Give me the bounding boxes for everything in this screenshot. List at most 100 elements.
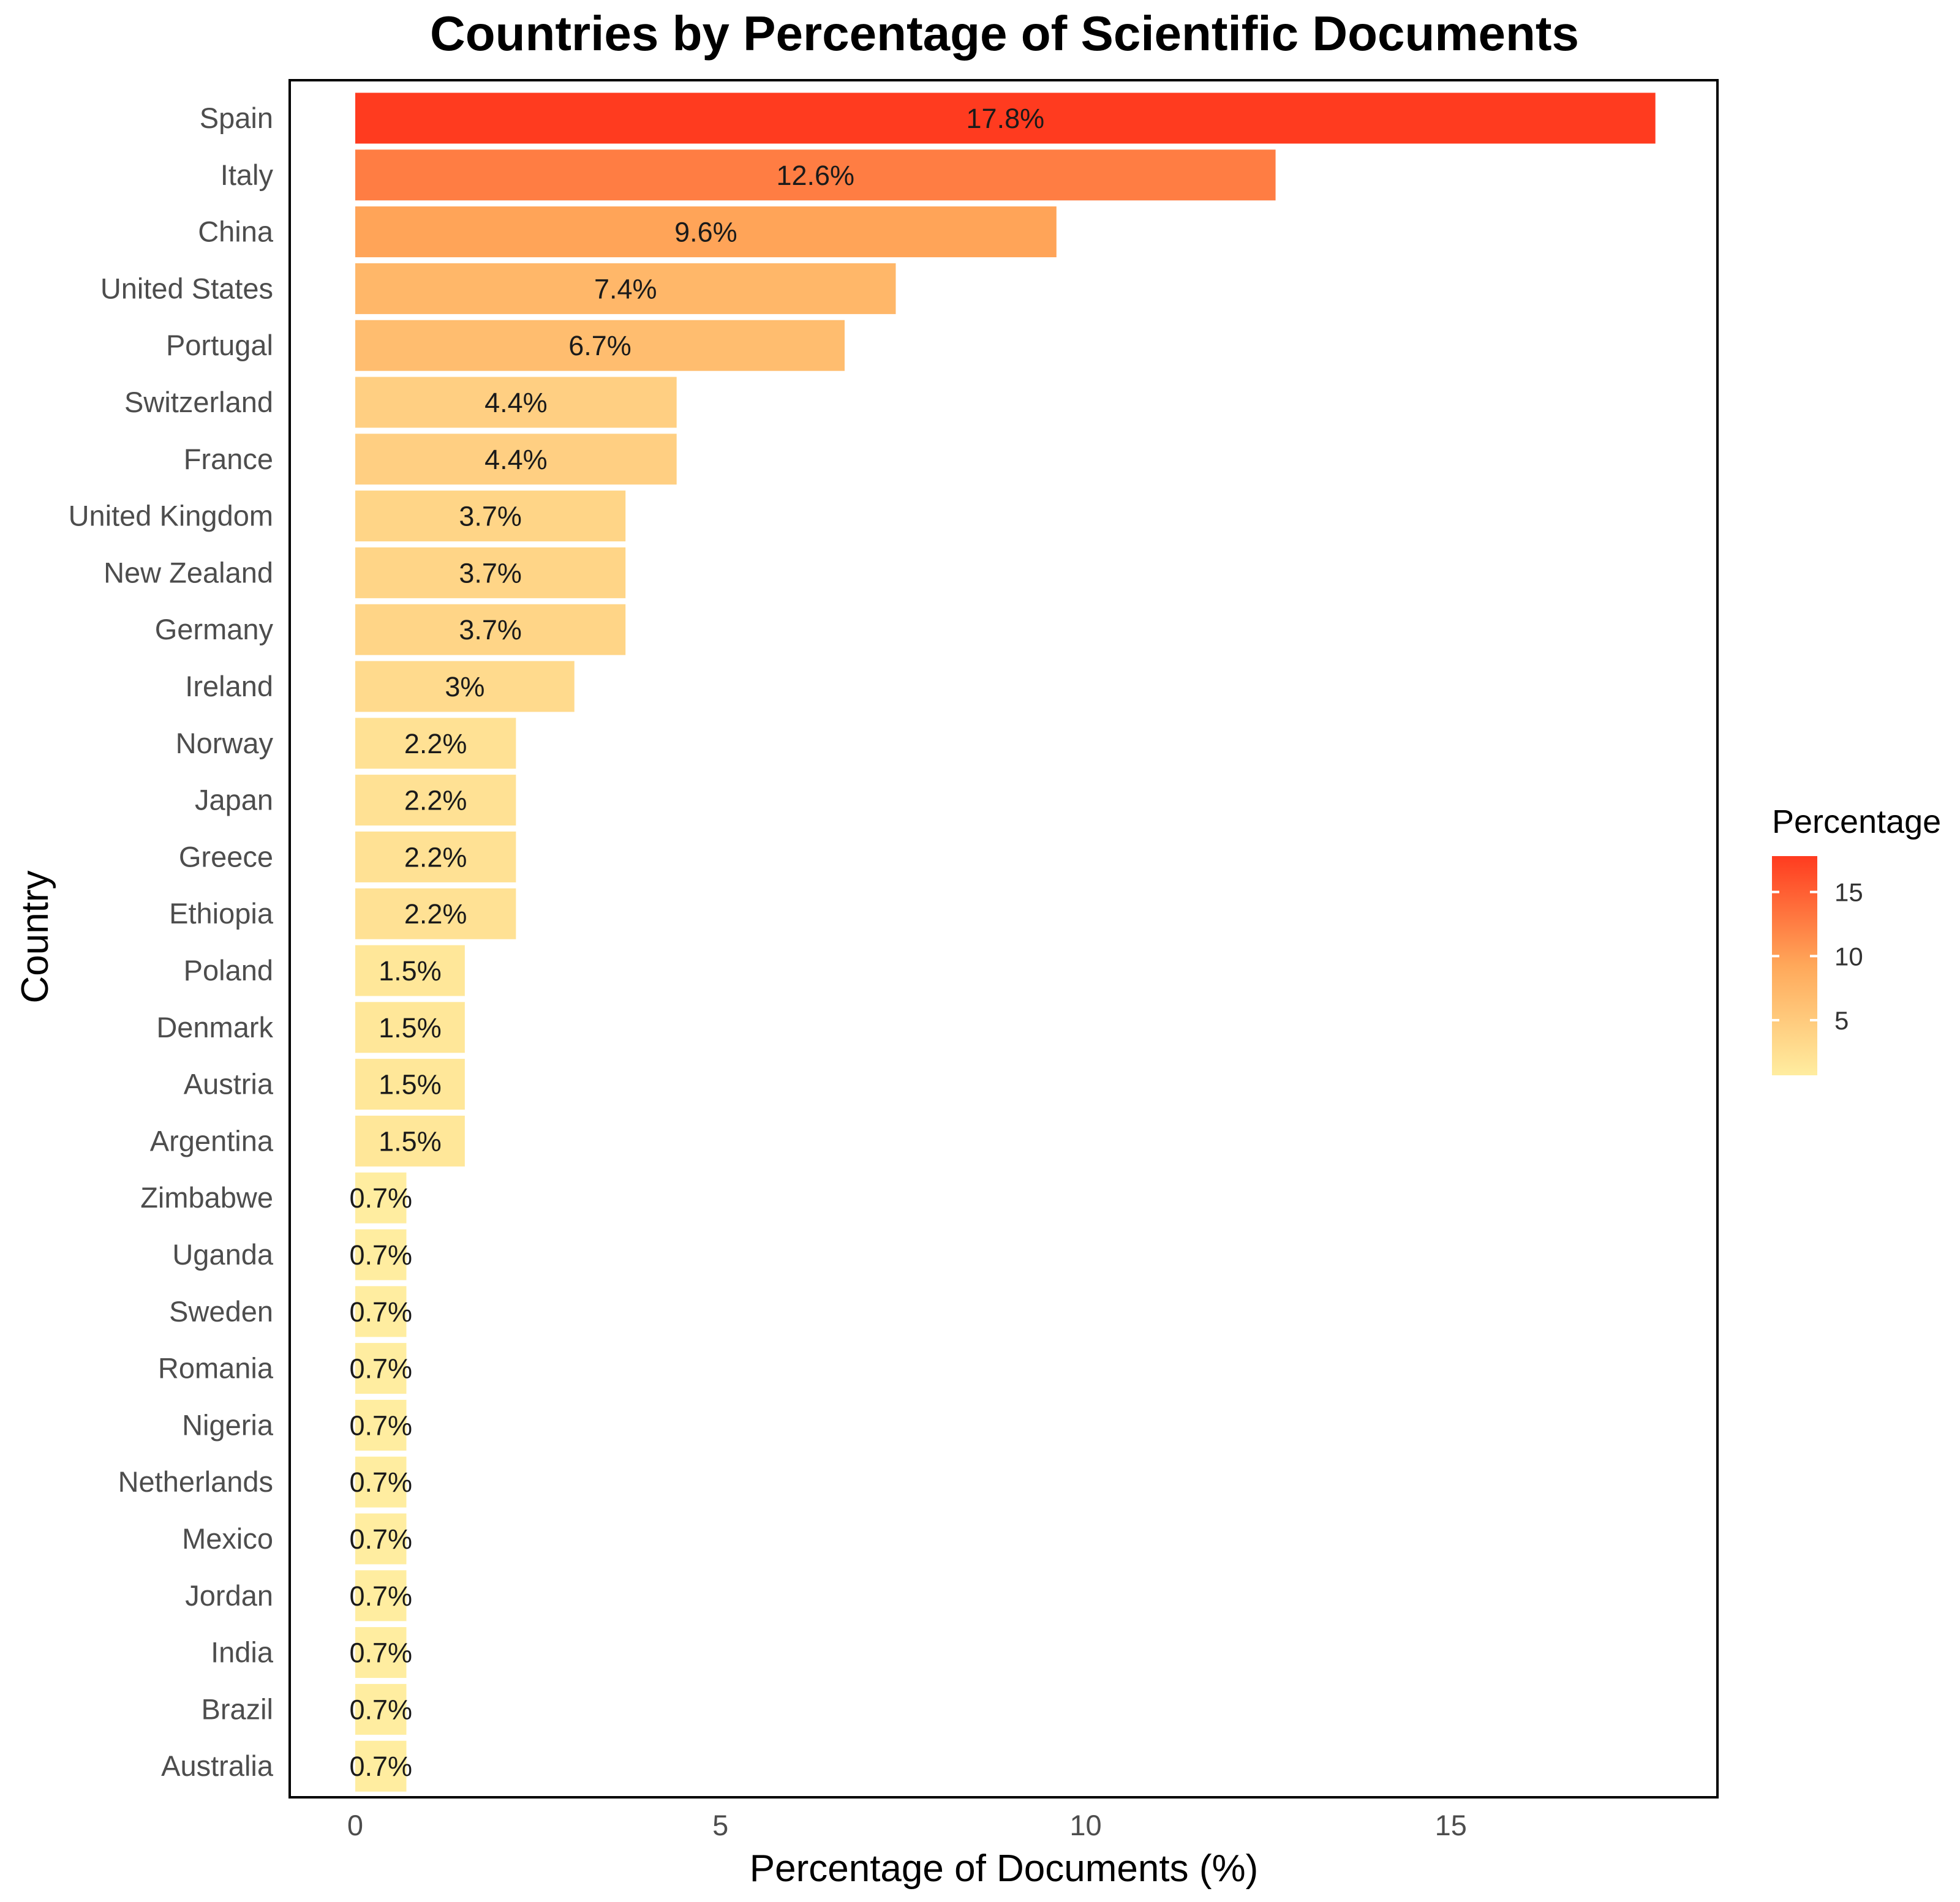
data-label: 3% xyxy=(445,671,484,702)
y-tick-label: Brazil xyxy=(201,1693,273,1725)
bar-jordan xyxy=(355,1570,407,1622)
y-tick-label: Nigeria xyxy=(182,1408,274,1441)
data-label: 3.7% xyxy=(459,557,522,588)
bar-argentina xyxy=(355,1115,465,1167)
y-tick-label: Germany xyxy=(155,613,274,645)
bar-romania xyxy=(355,1343,407,1394)
data-label: 2.2% xyxy=(404,898,467,930)
data-label: 7.4% xyxy=(594,273,657,304)
y-tick-label: Jordan xyxy=(185,1579,273,1612)
bar-ireland xyxy=(355,661,575,712)
y-tick-label: Japan xyxy=(195,784,273,816)
bar-italy xyxy=(355,149,1276,201)
y-tick-label: Italy xyxy=(221,159,274,191)
data-label: 0.7% xyxy=(349,1694,412,1725)
data-label: 4.4% xyxy=(484,444,548,475)
y-tick-label: France xyxy=(184,443,273,475)
legend-tick-label: 10 xyxy=(1834,942,1863,971)
bar-australia xyxy=(355,1740,407,1792)
bar-denmark xyxy=(355,1002,465,1053)
y-tick-label: Switzerland xyxy=(124,386,273,418)
y-tick-label: Mexico xyxy=(182,1522,273,1555)
y-tick-label: Ireland xyxy=(185,670,273,702)
data-label: 2.2% xyxy=(404,841,467,873)
y-tick-label: Netherlands xyxy=(118,1465,273,1498)
data-label: 3.7% xyxy=(459,614,522,645)
data-label: 0.7% xyxy=(349,1467,412,1498)
bar-france xyxy=(355,434,677,485)
bar-portugal xyxy=(355,320,845,371)
data-label: 1.5% xyxy=(379,1126,442,1157)
bar-switzerland xyxy=(355,377,677,428)
legend-colorbar xyxy=(1772,856,1817,1075)
y-axis-title: Country xyxy=(14,870,56,1003)
data-label: 4.4% xyxy=(484,387,548,418)
legend-tick-label: 15 xyxy=(1834,878,1863,907)
y-tick-label: Uganda xyxy=(172,1238,273,1271)
y-tick-label: Romania xyxy=(158,1352,274,1385)
bar-austria xyxy=(355,1059,465,1110)
bar-united-states xyxy=(355,263,896,314)
y-tick-label: United States xyxy=(100,272,273,304)
x-tick-label: 15 xyxy=(1435,1809,1467,1841)
y-tick-label: Portugal xyxy=(166,329,273,361)
y-tick-label: Austria xyxy=(184,1068,274,1100)
bar-brazil xyxy=(355,1683,407,1735)
data-label: 0.7% xyxy=(349,1182,412,1214)
y-tick-label: India xyxy=(211,1636,274,1669)
data-label: 17.8% xyxy=(967,103,1045,134)
x-tick-label: 5 xyxy=(712,1809,728,1841)
bar-nigeria xyxy=(355,1399,407,1451)
chart-title: Countries by Percentage of Scientific Do… xyxy=(430,6,1579,61)
data-label: 1.5% xyxy=(379,955,442,987)
bar-zimbabwe xyxy=(355,1172,407,1224)
bar-uganda xyxy=(355,1229,407,1280)
y-tick-label: Norway xyxy=(176,727,274,759)
data-label: 6.7% xyxy=(568,330,631,361)
data-label: 9.6% xyxy=(674,217,737,248)
y-tick-label: Sweden xyxy=(169,1295,273,1328)
data-label: 0.7% xyxy=(349,1751,412,1782)
data-label: 2.2% xyxy=(404,785,467,816)
x-tick-label: 0 xyxy=(347,1809,363,1841)
data-label: 2.2% xyxy=(404,728,467,759)
data-label: 3.7% xyxy=(459,501,522,532)
y-tick-label: Spain xyxy=(200,102,273,134)
bar-united-kingdom xyxy=(355,491,626,542)
data-label: 12.6% xyxy=(776,160,854,191)
bar-greece xyxy=(355,831,516,882)
data-label: 0.7% xyxy=(349,1581,412,1612)
data-label: 0.7% xyxy=(349,1239,412,1271)
bar-ethiopia xyxy=(355,888,516,939)
bar-sweden xyxy=(355,1286,407,1337)
y-tick-label: Ethiopia xyxy=(169,897,274,930)
data-label: 0.7% xyxy=(349,1410,412,1441)
data-label: 0.7% xyxy=(349,1353,412,1385)
y-tick-label: Australia xyxy=(161,1750,274,1782)
y-tick-label: Zimbabwe xyxy=(140,1181,273,1214)
legend-tick-label: 5 xyxy=(1834,1006,1849,1035)
y-tick-label: Greece xyxy=(179,840,273,873)
y-tick-label: Poland xyxy=(184,954,273,987)
data-label: 0.7% xyxy=(349,1637,412,1669)
bar-china xyxy=(355,206,1057,258)
y-tick-label: United Kingdom xyxy=(69,500,273,532)
x-tick-label: 10 xyxy=(1069,1809,1101,1841)
data-label: 1.5% xyxy=(379,1069,442,1100)
bar-india xyxy=(355,1627,407,1678)
legend: Percentage 5 10 15 xyxy=(1772,803,1941,1075)
x-axis-title: Percentage of Documents (%) xyxy=(750,1847,1259,1890)
y-tick-label: New Zealand xyxy=(104,556,273,588)
bar-spain xyxy=(355,92,1656,144)
y-tick-label: Argentina xyxy=(150,1124,274,1157)
plot-panel-border xyxy=(288,79,1719,1799)
bar-japan xyxy=(355,775,516,826)
bar-netherlands xyxy=(355,1456,407,1508)
bar-poland xyxy=(355,945,465,996)
data-label: 1.5% xyxy=(379,1012,442,1043)
legend-title: Percentage xyxy=(1772,803,1941,840)
data-label: 0.7% xyxy=(349,1296,412,1328)
bar-mexico xyxy=(355,1513,407,1565)
y-tick-label: Denmark xyxy=(156,1011,273,1043)
